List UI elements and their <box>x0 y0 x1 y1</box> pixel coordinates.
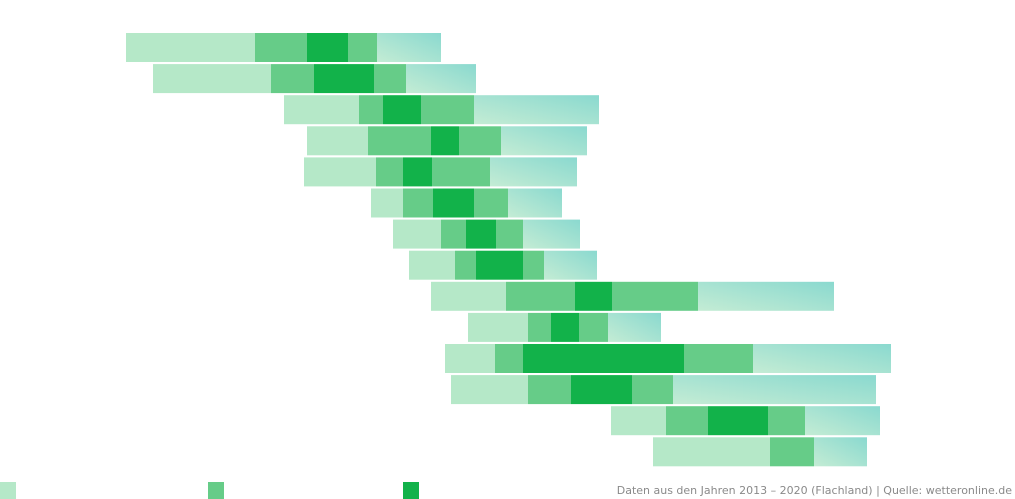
bar-segment <box>441 219 466 249</box>
bar-segment <box>307 33 348 62</box>
bar-segment <box>673 375 876 405</box>
bar-segment <box>501 126 587 156</box>
legend-swatch <box>0 482 16 499</box>
bar-segment <box>523 250 544 280</box>
bar-segment <box>314 64 374 94</box>
bar-segment <box>433 188 474 218</box>
bar-segment <box>814 437 867 467</box>
bar-segment <box>508 188 562 218</box>
bar-segment <box>466 219 496 249</box>
bar-segment <box>768 406 805 436</box>
bar-segment <box>383 95 421 125</box>
bar-segment <box>459 126 501 156</box>
bar-segment <box>528 312 551 342</box>
bar-segment <box>708 406 768 436</box>
bar-segment <box>611 406 666 436</box>
bar-segment <box>377 33 441 62</box>
bar-segment <box>490 157 577 187</box>
bar-segment <box>374 64 406 94</box>
bar-segment <box>421 95 474 125</box>
bar-segment <box>368 126 431 156</box>
bar-segment <box>495 344 523 373</box>
bar-segment <box>451 375 528 405</box>
bar-segment <box>575 281 612 311</box>
bar-segment <box>496 219 523 249</box>
bar-segment <box>684 344 753 373</box>
bar-segment <box>371 188 403 218</box>
bar-segment <box>432 157 490 187</box>
bar-segment <box>753 344 891 373</box>
legend-swatch <box>403 482 419 499</box>
bar-segment <box>612 281 698 311</box>
bar-segment <box>528 375 571 405</box>
bar-segment <box>284 95 359 125</box>
bar-segment <box>431 126 459 156</box>
legend-swatch <box>208 482 224 499</box>
bar-segment <box>348 33 377 62</box>
bar-segment <box>805 406 880 436</box>
bar-segment <box>445 344 495 373</box>
bar-segment <box>608 312 661 342</box>
bar-segment <box>523 219 580 249</box>
bar-segment <box>474 188 508 218</box>
bar-segment <box>476 250 523 280</box>
bar-segment <box>406 64 476 94</box>
bar-segment <box>126 33 255 62</box>
bar-segment <box>698 281 834 311</box>
bar-segment <box>544 250 597 280</box>
bar-segment <box>376 157 403 187</box>
bar-segment <box>455 250 476 280</box>
bar-segment <box>551 312 579 342</box>
bar-segment <box>409 250 455 280</box>
bar-segment <box>403 157 432 187</box>
bar-segment <box>632 375 673 405</box>
source-note: Daten aus den Jahren 2013 – 2020 (Flachl… <box>617 484 1012 497</box>
bar-segment <box>304 157 376 187</box>
bar-segment <box>153 64 271 94</box>
bar-segment <box>307 126 368 156</box>
bar-segment <box>666 406 708 436</box>
bar-segment <box>271 64 314 94</box>
bar-segment <box>431 281 506 311</box>
bar-segment <box>403 188 433 218</box>
bar-segment <box>653 437 770 467</box>
bar-segment <box>506 281 575 311</box>
bar-segment <box>571 375 632 405</box>
bar-segment <box>474 95 599 125</box>
bar-segment <box>523 344 684 373</box>
bar-segment <box>359 95 383 125</box>
bar-segment <box>770 437 814 467</box>
bar-segment <box>255 33 307 62</box>
bar-segment <box>393 219 441 249</box>
bar-segment <box>579 312 608 342</box>
bar-segment <box>468 312 528 342</box>
